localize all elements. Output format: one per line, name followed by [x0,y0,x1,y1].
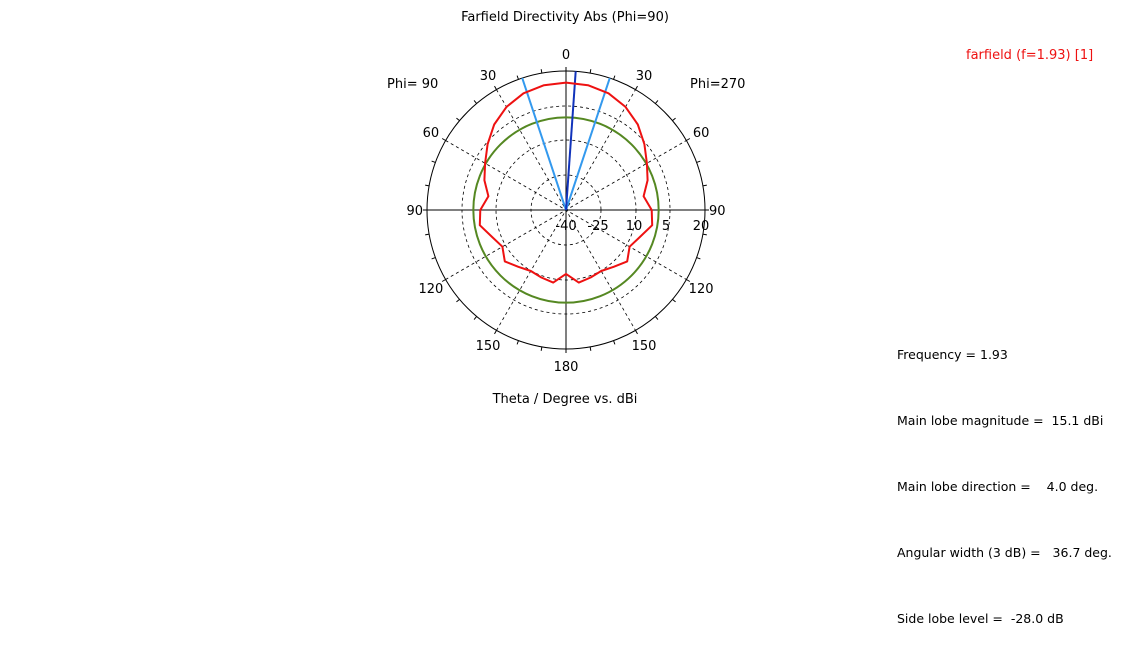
radial-tick-label: 10 [626,219,643,234]
radial-tick-label: -40 [555,219,576,234]
radial-tick-label: 5 [662,219,670,234]
reference-lines [472,71,660,304]
tick-mark [672,117,676,122]
radial-tick-label: -25 [587,219,608,234]
tick-mark [654,316,659,320]
tick-mark [540,69,543,74]
tick-mark [540,346,543,351]
tick-mark [702,233,707,236]
angle-tick-label: 90 [709,204,726,219]
angle-tick-label: 60 [423,126,440,141]
tick-mark [702,184,707,187]
chart-title: Farfield Directivity Abs (Phi=90) [461,10,669,25]
tick-mark [635,330,638,335]
tick-mark [473,100,478,104]
info-main-lobe-magnitude: Main lobe magnitude = 15.1 dBi [897,413,1104,428]
angle-tick-label: 150 [632,339,657,354]
tick-mark [516,75,519,80]
angle-tick-label: 120 [689,282,714,297]
tick-mark [494,85,497,90]
series-group [478,81,654,284]
tick-mark [672,298,676,303]
series-line [478,81,654,284]
tick-mark [456,298,460,303]
tick-mark [635,85,638,90]
tick-mark [425,233,430,236]
axis-labels: 0 30 60 90 120 150 180 30 60 90 120 150 Phi= 90 Phi=2… [387,48,745,375]
tick-mark [473,316,478,320]
tick-mark [686,138,691,141]
tick-mark [613,340,616,345]
angle-tick-label: 30 [480,69,497,84]
tick-mark [431,257,436,260]
angle-tick-label: 30 [636,69,653,84]
phi-left-label: Phi= 90 [387,77,438,92]
tick-mark [654,100,659,104]
tick-mark [431,160,436,163]
tick-mark [494,330,497,335]
angle-tick-label: 90 [406,204,423,219]
info-angular-width: Angular width (3 dB) = 36.7 deg. [897,545,1112,560]
tick-mark [441,279,446,282]
tick-mark [686,279,691,282]
x-axis-label: Theta / Degree vs. dBi [492,392,638,407]
info-panel: Frequency = 1.93 Main lobe magnitude = 1… [897,300,1112,652]
angle-tick-label: 150 [476,339,501,354]
info-main-lobe-direction: Main lobe direction = 4.0 deg. [897,479,1099,494]
radial-tick-label: 20 [693,219,710,234]
tick-mark [696,257,701,260]
legend-label: farfield (f=1.93) [1] [966,48,1094,63]
tick-mark [589,69,592,74]
main-lobe-line [565,71,577,211]
tick-mark [613,75,616,80]
angle-tick-label: 60 [693,126,710,141]
info-frequency: Frequency = 1.93 [897,347,1008,362]
angle-tick-label: 0 [562,48,570,63]
polar-plot: 0 30 60 90 120 150 180 30 60 90 120 150 Phi= 90 Phi=2… [387,48,745,375]
reference-circle [472,116,660,304]
tick-mark [456,117,460,122]
phi-right-label: Phi=270 [690,77,745,92]
info-side-lobe-level: Side lobe level = -28.0 dB [897,611,1064,626]
tick-mark [589,346,592,351]
beamwidth-line [521,77,567,211]
tick-mark [516,340,519,345]
angle-tick-label: 120 [418,282,443,297]
tick-mark [441,138,446,141]
beamwidth-line [565,77,611,211]
legend-entry: farfield (f=1.93) [1] [966,48,1093,63]
tick-mark [425,184,430,187]
angle-tick-label: 180 [554,360,579,375]
tick-mark [696,160,701,163]
